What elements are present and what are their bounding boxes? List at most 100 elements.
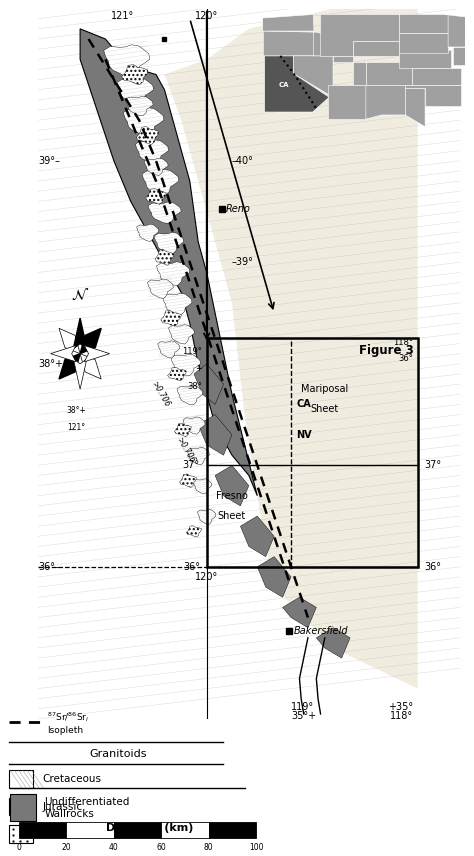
Polygon shape: [194, 364, 224, 404]
Text: 121°: 121°: [67, 423, 85, 431]
Polygon shape: [366, 86, 405, 119]
Polygon shape: [51, 346, 76, 362]
Text: 39°–: 39°–: [38, 156, 60, 166]
Polygon shape: [445, 15, 474, 47]
Bar: [114, 822, 161, 837]
Polygon shape: [399, 15, 448, 33]
Text: Distance (km): Distance (km): [106, 823, 193, 833]
Polygon shape: [186, 526, 201, 537]
Polygon shape: [320, 15, 399, 56]
Text: NV: NV: [296, 430, 311, 440]
Text: 36°–: 36°–: [38, 562, 60, 572]
Polygon shape: [59, 328, 80, 354]
Polygon shape: [144, 158, 168, 175]
Text: 60: 60: [156, 842, 166, 852]
Polygon shape: [293, 56, 333, 98]
Polygon shape: [126, 96, 153, 116]
Polygon shape: [147, 279, 173, 299]
Polygon shape: [180, 474, 196, 487]
Polygon shape: [136, 140, 169, 163]
Polygon shape: [164, 9, 418, 688]
Text: 36°: 36°: [424, 562, 441, 572]
Polygon shape: [136, 127, 159, 145]
Polygon shape: [316, 627, 350, 658]
Text: 36°: 36°: [183, 562, 200, 572]
Text: Jurassic: Jurassic: [43, 801, 83, 811]
Text: +: +: [196, 365, 202, 373]
Text: 40: 40: [109, 842, 118, 852]
Text: 37°: 37°: [424, 461, 441, 470]
Polygon shape: [177, 385, 203, 405]
Polygon shape: [399, 50, 451, 68]
Text: Mariposal: Mariposal: [301, 384, 348, 394]
Bar: [161, 822, 209, 837]
Text: 38°+: 38°+: [38, 359, 63, 369]
Bar: [66, 822, 114, 837]
Text: Fresno: Fresno: [216, 490, 248, 501]
Text: Triassic & Older: Triassic & Older: [43, 829, 124, 839]
Polygon shape: [174, 423, 191, 437]
Polygon shape: [412, 68, 461, 86]
Text: CA: CA: [278, 82, 289, 88]
Polygon shape: [142, 169, 179, 195]
Polygon shape: [137, 224, 159, 241]
Polygon shape: [198, 414, 232, 455]
Text: +35°: +35°: [388, 702, 413, 712]
Polygon shape: [264, 56, 329, 112]
Text: 119°: 119°: [182, 348, 202, 356]
Text: 118°: 118°: [393, 338, 413, 348]
Text: 121°: 121°: [110, 10, 134, 21]
Text: 20: 20: [62, 842, 71, 852]
Polygon shape: [405, 88, 425, 127]
Bar: [207, 338, 418, 567]
Polygon shape: [168, 367, 186, 381]
Polygon shape: [122, 65, 148, 85]
Text: 118°: 118°: [390, 711, 413, 721]
Polygon shape: [313, 33, 353, 56]
Text: 119°: 119°: [291, 702, 314, 712]
Polygon shape: [80, 328, 101, 354]
Polygon shape: [187, 448, 210, 465]
Polygon shape: [333, 56, 366, 86]
Text: 120°: 120°: [195, 10, 219, 21]
Text: Reno: Reno: [226, 204, 251, 213]
Text: 38°+: 38°+: [66, 407, 86, 415]
Polygon shape: [154, 232, 183, 254]
Polygon shape: [59, 354, 80, 379]
Text: 35°+: 35°+: [291, 711, 316, 721]
Polygon shape: [405, 86, 461, 106]
Bar: [10, 794, 36, 822]
Polygon shape: [155, 250, 173, 265]
Polygon shape: [328, 86, 366, 119]
Polygon shape: [146, 188, 166, 205]
Text: >0.706: >0.706: [174, 436, 197, 465]
Polygon shape: [263, 15, 314, 31]
Text: Undifferentiated
Wallrocks: Undifferentiated Wallrocks: [45, 797, 130, 819]
Polygon shape: [163, 294, 192, 315]
Polygon shape: [215, 466, 249, 506]
Polygon shape: [156, 262, 190, 286]
Polygon shape: [104, 45, 150, 77]
Bar: [9, 770, 33, 788]
Polygon shape: [73, 359, 87, 389]
Polygon shape: [283, 597, 316, 627]
Polygon shape: [123, 108, 164, 135]
Bar: [209, 822, 256, 837]
Polygon shape: [117, 78, 154, 104]
Polygon shape: [183, 417, 205, 434]
Text: 120°: 120°: [195, 572, 219, 582]
Text: Sheet: Sheet: [310, 405, 339, 414]
Polygon shape: [171, 354, 201, 376]
Text: 0: 0: [17, 842, 21, 852]
Polygon shape: [399, 33, 448, 53]
Text: $^{87}$Sr/$^{86}$Sr$_i$
Isopleth: $^{87}$Sr/$^{86}$Sr$_i$ Isopleth: [47, 710, 90, 734]
Bar: [19, 822, 66, 837]
Text: –40°: –40°: [232, 156, 254, 166]
Polygon shape: [353, 41, 399, 56]
Polygon shape: [198, 509, 216, 525]
Polygon shape: [84, 346, 109, 362]
Text: CA: CA: [296, 400, 311, 409]
Text: –39°: –39°: [232, 258, 254, 267]
Polygon shape: [193, 479, 212, 494]
Polygon shape: [80, 29, 257, 496]
